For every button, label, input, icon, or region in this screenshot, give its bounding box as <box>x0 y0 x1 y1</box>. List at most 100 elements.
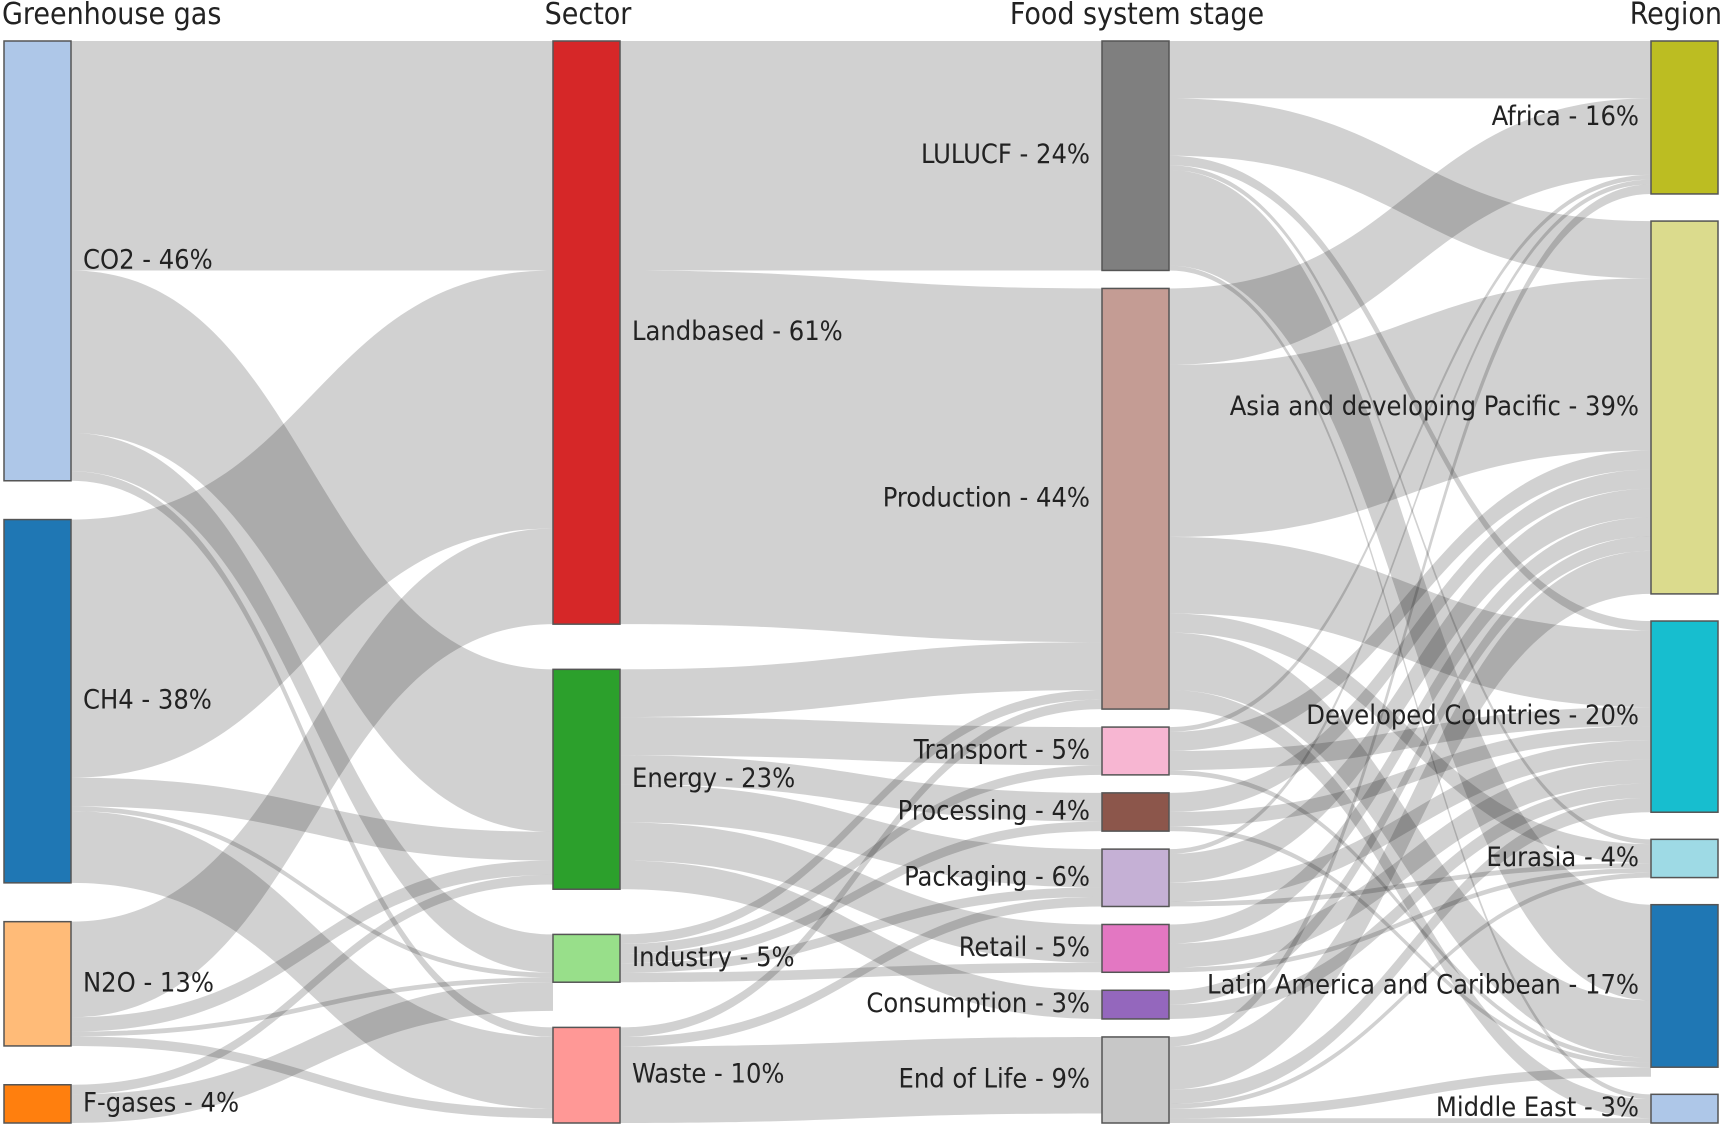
node-production <box>1101 287 1170 710</box>
link-ch4-to-industry <box>71 806 553 978</box>
label-fgas: F-gases - 4% <box>83 1087 239 1118</box>
label-developed: Developed Countries - 20% <box>1306 700 1639 731</box>
link-retail-to-developed <box>1169 759 1651 968</box>
link-production-to-developed <box>1169 537 1651 708</box>
link-eol-to-mideast <box>1169 1118 1651 1123</box>
node-eol <box>1101 1036 1170 1124</box>
link-production-to-asia <box>1169 278 1651 537</box>
node-fgas <box>3 1084 72 1124</box>
link-consumption-to-developed <box>1169 783 1651 1019</box>
links-layer <box>71 41 1651 1123</box>
link-industry-to-processing <box>620 821 1102 964</box>
link-eol-to-developed <box>1169 797 1651 1104</box>
link-co2-to-industry <box>71 432 553 973</box>
link-production-to-africa <box>1169 98 1651 365</box>
link-transport-to-asia <box>1169 450 1651 751</box>
label-asia: Asia and developing Pacific - 39% <box>1230 391 1639 422</box>
link-land-to-production <box>620 270 1102 643</box>
link-energy-to-packaging <box>620 784 1102 888</box>
link-packaging-to-asia <box>1169 488 1651 883</box>
node-transport <box>1101 726 1170 776</box>
label-energy: Energy - 23% <box>632 763 795 794</box>
label-n2o: N2O - 13% <box>83 967 214 998</box>
link-consumption-to-asia <box>1169 536 1651 1005</box>
link-industry-to-transport <box>620 765 1102 954</box>
nodes-layer <box>3 40 1719 1124</box>
labels-layer: CO2 - 46% CH4 - 38% N2O - 13% F-gases - 4% L… <box>83 101 1639 1123</box>
link-n2o-to-waste <box>71 1036 553 1119</box>
node-n2o <box>3 920 72 1047</box>
node-industry <box>552 933 621 983</box>
link-energy-to-processing <box>620 755 1102 822</box>
link-eol-to-asia <box>1169 550 1651 1090</box>
header-sector: Sector <box>545 0 633 32</box>
link-waste-to-eol <box>620 1036 1102 1123</box>
node-co2 <box>3 40 72 482</box>
node-africa <box>1650 40 1719 195</box>
label-transport: Transport - 5% <box>913 734 1090 765</box>
node-mideast <box>1650 1093 1719 1124</box>
node-retail <box>1101 923 1170 974</box>
node-waste <box>552 1026 621 1124</box>
label-packaging: Packaging - 6% <box>904 861 1090 892</box>
label-africa: Africa - 16% <box>1492 101 1639 132</box>
link-energy-to-consumption <box>620 860 1102 1019</box>
header-food-system-stage: Food system stage <box>1010 0 1264 32</box>
label-retail: Retail - 5% <box>959 932 1090 963</box>
link-fgas-to-energy <box>71 874 553 1095</box>
label-co2: CO2 - 46% <box>83 244 213 275</box>
link-industry-to-production <box>620 689 1102 944</box>
link-packaging-to-africa <box>1169 179 1651 854</box>
column-headers: Greenhouse gas Sector Food system stage … <box>2 0 1722 32</box>
link-eol-to-latam <box>1169 1067 1651 1119</box>
label-mideast: Middle East - 3% <box>1436 1092 1639 1123</box>
label-land: Landbased - 61% <box>632 316 843 347</box>
link-fgas-to-industry <box>71 982 553 1123</box>
label-eol: End of Life - 9% <box>899 1063 1091 1094</box>
link-processing-to-asia <box>1169 469 1651 812</box>
link-lulucf-to-africa <box>1169 41 1651 99</box>
label-eurasia: Eurasia - 4% <box>1486 842 1639 873</box>
link-packaging-to-eurasia <box>1169 863 1651 907</box>
link-energy-to-transport <box>620 717 1102 766</box>
label-production: Production - 44% <box>883 482 1090 513</box>
label-waste: Waste - 10% <box>632 1059 784 1090</box>
label-ch4: CH4 - 38% <box>83 685 212 716</box>
label-processing: Processing - 4% <box>898 796 1090 827</box>
node-eurasia <box>1650 838 1719 879</box>
node-energy <box>552 668 621 890</box>
node-lulucf <box>1101 40 1170 272</box>
link-production-to-latam <box>1169 632 1651 1058</box>
link-transport-to-latam <box>1169 770 1651 1063</box>
link-n2o-to-industry <box>71 977 553 1037</box>
header-greenhouse-gas: Greenhouse gas <box>2 0 221 32</box>
header-region: Region <box>1630 0 1722 32</box>
link-lulucf-to-eurasia <box>1169 165 1651 845</box>
node-land <box>552 40 621 625</box>
label-latam: Latin America and Caribbean - 17% <box>1207 969 1639 1000</box>
link-ch4-to-land <box>71 270 553 778</box>
link-eol-to-africa <box>1169 184 1651 1047</box>
link-retail-to-asia <box>1169 517 1651 944</box>
link-energy-to-production <box>620 642 1102 718</box>
link-industry-to-packaging <box>620 887 1102 973</box>
label-lulucf: LULUCF - 24% <box>921 139 1090 170</box>
link-n2o-to-energy <box>71 860 553 1032</box>
link-transport-to-africa <box>1169 174 1651 732</box>
link-co2-to-land <box>71 41 553 271</box>
label-industry: Industry - 5% <box>632 942 795 973</box>
node-developed <box>1650 620 1719 813</box>
label-consumption: Consumption - 3% <box>866 988 1090 1019</box>
node-consumption <box>1101 989 1170 1020</box>
link-retail-to-eurasia <box>1169 868 1651 973</box>
node-asia <box>1650 220 1719 595</box>
link-land-to-lulucf <box>620 41 1102 271</box>
link-eol-to-eurasia <box>1169 872 1651 1109</box>
link-waste-to-packaging <box>620 896 1102 1047</box>
node-ch4 <box>3 518 72 884</box>
node-latam <box>1650 903 1719 1068</box>
node-processing <box>1101 792 1170 832</box>
link-n2o-to-land <box>71 528 553 1018</box>
node-packaging <box>1101 848 1170 908</box>
